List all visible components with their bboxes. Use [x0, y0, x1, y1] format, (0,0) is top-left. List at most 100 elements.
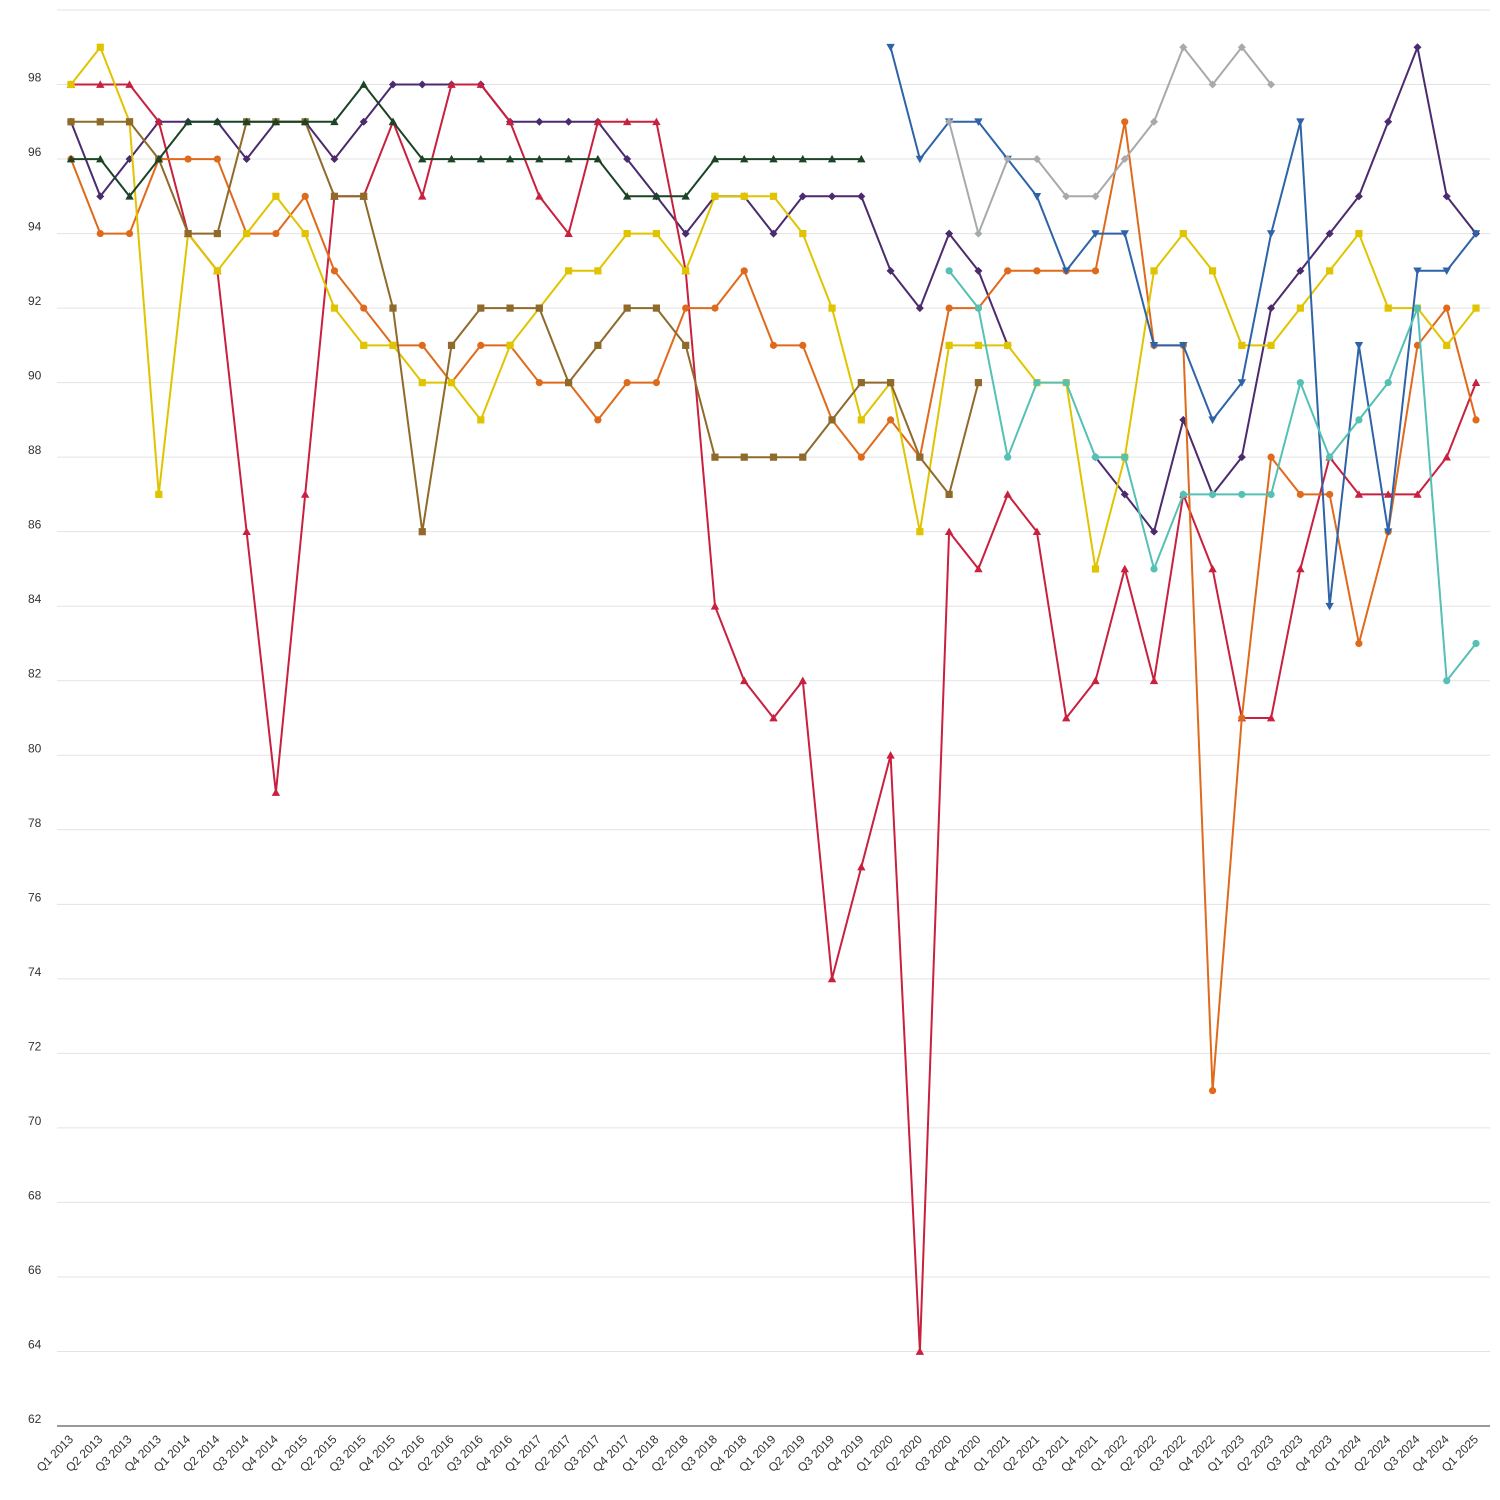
data-point — [1238, 714, 1246, 722]
data-point — [1120, 564, 1129, 573]
data-point — [1150, 565, 1158, 573]
data-point — [886, 751, 895, 759]
data-point — [1091, 453, 1100, 461]
data-point — [1149, 676, 1159, 685]
data-point — [1120, 230, 1129, 238]
data-point — [154, 117, 164, 126]
data-point — [945, 490, 953, 499]
data-point — [1296, 266, 1305, 275]
data-point — [740, 676, 749, 685]
data-point — [1443, 677, 1451, 685]
data-point — [1091, 192, 1100, 201]
data-point — [535, 304, 543, 312]
y-tick-label: 62 — [28, 1412, 42, 1426]
data-point — [1032, 527, 1042, 536]
data-point — [565, 267, 573, 275]
data-point — [711, 192, 719, 200]
data-point — [301, 192, 309, 200]
data-point — [652, 229, 661, 238]
data-point — [886, 416, 895, 424]
data-point — [652, 304, 661, 312]
data-point — [1296, 118, 1305, 126]
data-point — [594, 341, 602, 349]
data-point — [1472, 416, 1480, 424]
data-point — [1208, 490, 1217, 499]
data-point — [418, 154, 427, 163]
series-7 — [886, 43, 1481, 611]
y-tick-label: 88 — [28, 443, 42, 457]
data-point — [769, 154, 778, 163]
data-point — [1413, 267, 1422, 276]
y-tick-label: 66 — [28, 1263, 42, 1277]
data-point — [360, 192, 368, 200]
data-point — [1326, 490, 1334, 499]
data-point — [827, 974, 837, 983]
data-point — [506, 304, 514, 312]
data-point — [711, 453, 719, 461]
data-point — [798, 676, 807, 685]
data-point — [359, 80, 368, 88]
data-point — [945, 304, 953, 312]
data-point — [418, 80, 427, 89]
data-point — [1208, 267, 1217, 275]
data-point — [916, 453, 924, 461]
data-point — [67, 80, 75, 89]
y-tick-label: 70 — [28, 1114, 42, 1128]
data-point — [857, 379, 865, 387]
data-point — [1208, 416, 1217, 425]
data-point — [96, 80, 105, 88]
data-point — [1120, 155, 1129, 164]
data-point — [1354, 342, 1364, 350]
data-point — [916, 528, 924, 536]
data-point — [769, 713, 778, 722]
data-point — [944, 527, 954, 536]
data-point — [1296, 304, 1304, 312]
data-point — [769, 453, 778, 461]
data-point — [1004, 341, 1012, 349]
series-line — [71, 83, 862, 198]
data-point — [418, 379, 426, 387]
data-point — [974, 229, 983, 238]
data-point — [1237, 379, 1247, 387]
data-point — [213, 155, 221, 163]
data-point — [360, 304, 368, 312]
data-point — [1032, 155, 1041, 164]
data-point — [1091, 565, 1100, 573]
data-point — [1384, 379, 1392, 387]
data-point — [418, 341, 426, 349]
data-point — [652, 192, 661, 200]
data-point — [945, 267, 953, 275]
series-line — [948, 46, 1272, 235]
y-tick-label: 68 — [28, 1188, 42, 1202]
data-point — [1472, 639, 1480, 648]
data-point — [125, 229, 134, 238]
data-point — [1208, 564, 1217, 573]
data-point — [447, 80, 456, 88]
y-tick-label: 90 — [28, 369, 42, 383]
data-point — [623, 304, 631, 312]
data-point — [623, 229, 631, 238]
data-point — [564, 154, 573, 163]
data-point — [1413, 341, 1422, 349]
y-tick-label: 96 — [28, 145, 42, 159]
data-point — [857, 862, 866, 871]
data-point — [1121, 453, 1129, 461]
data-point — [1471, 230, 1481, 238]
data-point — [505, 117, 515, 126]
data-point — [535, 379, 543, 387]
series-9 — [945, 267, 1480, 685]
data-point — [799, 229, 807, 238]
data-point — [945, 341, 953, 349]
data-point — [564, 117, 573, 126]
data-point — [505, 154, 515, 163]
data-point — [96, 43, 104, 51]
data-point — [1091, 676, 1100, 685]
data-point — [96, 154, 105, 163]
series-line — [71, 120, 980, 533]
data-point — [301, 229, 309, 238]
data-point — [1472, 304, 1480, 312]
data-point — [711, 304, 719, 312]
data-point — [1267, 453, 1275, 461]
data-point — [622, 117, 632, 126]
data-point — [447, 154, 456, 163]
